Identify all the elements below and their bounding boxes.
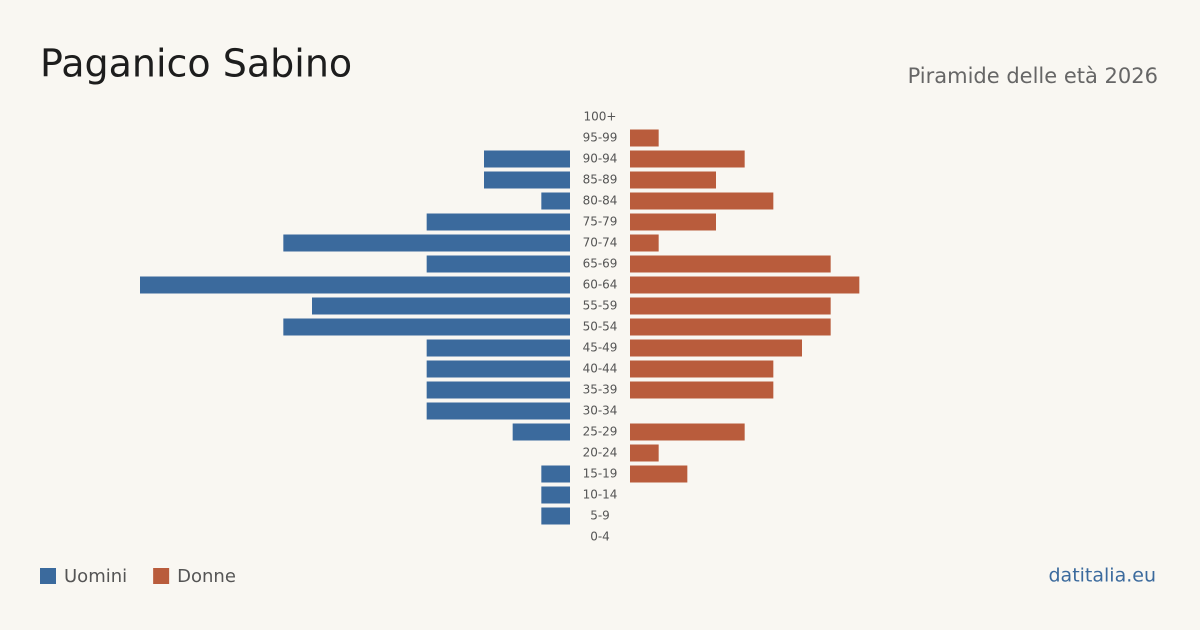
source: datitalia.eu	[1049, 565, 1157, 587]
age-label: 85-89	[583, 173, 618, 187]
legend-swatch	[40, 568, 56, 584]
bar-male	[426, 255, 570, 273]
bar-female	[630, 423, 745, 441]
bar-male	[484, 171, 570, 189]
age-label: 80-84	[583, 194, 618, 208]
age-label: 20-24	[583, 446, 618, 460]
bar-female	[630, 213, 716, 231]
bar-female	[630, 444, 659, 462]
chart-title: Paganico Sabino	[40, 42, 352, 86]
bar-female	[630, 297, 831, 315]
bar-male	[484, 150, 570, 168]
bar-male	[140, 276, 570, 294]
bar-male	[283, 318, 570, 336]
bar-female	[630, 360, 774, 378]
bar-male	[312, 297, 570, 315]
bar-female	[630, 150, 745, 168]
bar-female	[630, 381, 774, 399]
bar-female	[630, 465, 688, 483]
legend-swatch	[153, 568, 170, 584]
bar-female	[630, 234, 659, 252]
bar-male	[512, 423, 570, 441]
bar-male	[426, 381, 570, 399]
age-label: 60-64	[583, 278, 618, 292]
chart-subtitle: Piramide delle età 2026	[908, 64, 1158, 88]
legend-label: Donne	[177, 566, 236, 587]
age-label: 40-44	[583, 362, 618, 376]
bar-female	[630, 318, 831, 336]
age-label: 35-39	[583, 383, 618, 397]
age-label: 100+	[584, 110, 617, 124]
bar-female	[630, 129, 659, 147]
age-label: 5-9	[590, 509, 610, 523]
age-label: 95-99	[583, 131, 618, 145]
bar-male	[426, 339, 570, 357]
bar-female	[630, 171, 716, 189]
age-label: 30-34	[583, 404, 618, 418]
bar-male	[283, 234, 570, 252]
age-label: 45-49	[583, 341, 618, 355]
bar-male	[426, 360, 570, 378]
age-label: 0-4	[590, 530, 610, 544]
bar-female	[630, 276, 860, 294]
bar-male	[541, 486, 570, 504]
age-label: 25-29	[583, 425, 618, 439]
bar-male	[541, 192, 570, 210]
bar-male	[426, 402, 570, 420]
bar-male	[426, 213, 570, 231]
bar-female	[630, 192, 774, 210]
legend-label: Uomini	[64, 566, 127, 587]
bar-female	[630, 339, 802, 357]
age-label: 70-74	[583, 236, 618, 250]
bar-male	[541, 465, 570, 483]
age-label: 65-69	[583, 257, 618, 271]
age-label: 15-19	[583, 467, 618, 481]
age-label: 90-94	[583, 152, 618, 166]
age-label: 10-14	[583, 488, 618, 502]
age-label: 50-54	[583, 320, 618, 334]
bar-male	[541, 507, 570, 525]
bar-female	[630, 255, 831, 273]
age-label: 55-59	[583, 299, 618, 313]
age-label: 75-79	[583, 215, 618, 229]
